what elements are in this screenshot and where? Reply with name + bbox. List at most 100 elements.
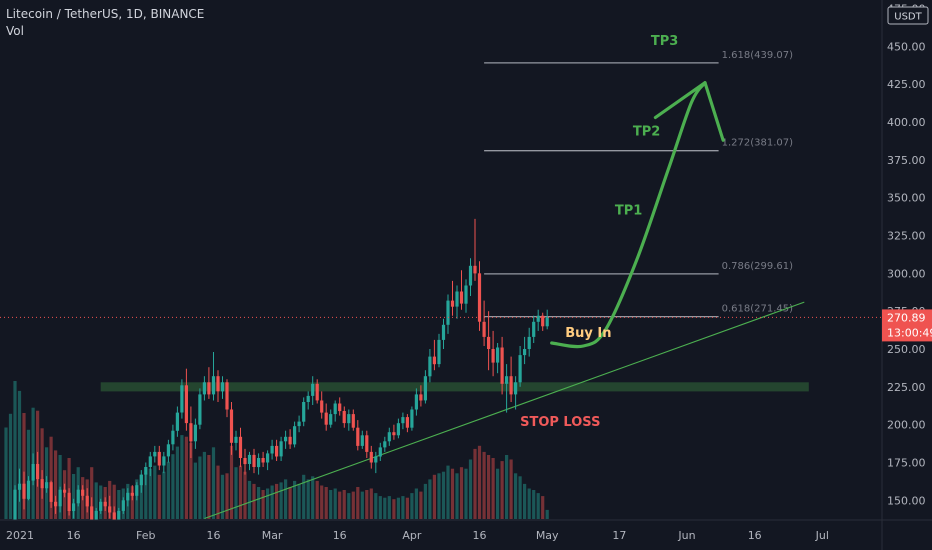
volume-bar xyxy=(162,471,166,519)
candle-body xyxy=(144,467,148,475)
candle-body xyxy=(405,417,409,428)
candle-body xyxy=(446,300,450,325)
volume-bar xyxy=(392,499,396,519)
candle-body xyxy=(468,265,473,286)
candle-body xyxy=(225,382,229,410)
volume-bar xyxy=(532,490,536,519)
candle-body xyxy=(383,441,387,448)
price-tick-label: 175.00 xyxy=(887,457,926,470)
volume-bar xyxy=(139,474,143,519)
volume-bar xyxy=(509,459,513,519)
candle-body xyxy=(347,414,351,424)
candle-body xyxy=(311,383,315,396)
volume-bar xyxy=(207,455,211,519)
candle-body xyxy=(491,349,495,363)
volume-bar xyxy=(414,488,418,519)
candle-body xyxy=(509,376,513,395)
volume-bar xyxy=(266,488,270,519)
volume-bar xyxy=(252,483,256,519)
candle-body xyxy=(189,423,193,442)
candle-body xyxy=(473,265,477,274)
candle-body xyxy=(81,489,85,496)
candle-body xyxy=(184,385,188,424)
volume-bar xyxy=(284,479,288,519)
candle-body xyxy=(36,464,40,480)
time-tick-label: 16 xyxy=(748,529,762,542)
volume-bar xyxy=(432,474,436,519)
symbol-title: Litecoin / TetherUS, 1D, BINANCE xyxy=(6,7,205,21)
volume-bar xyxy=(234,467,238,519)
annotation-tp1: TP1 xyxy=(615,203,642,218)
candle-body xyxy=(432,356,436,365)
volume-bar xyxy=(49,436,53,519)
support-zone xyxy=(100,382,809,392)
volume-bar xyxy=(8,413,13,519)
volume-bar xyxy=(468,459,473,519)
volume-bar xyxy=(306,479,310,519)
volume-bar xyxy=(315,480,319,519)
candle-body xyxy=(500,347,504,384)
candle-body xyxy=(374,456,378,463)
price-tick-label: 375.00 xyxy=(887,154,926,167)
candle-body xyxy=(198,394,202,425)
candle-body xyxy=(238,436,243,458)
chart-legend: Litecoin / TetherUS, 1D, BINANCE Vol xyxy=(6,6,204,40)
candle-body xyxy=(26,480,31,499)
time-tick-label: 16 xyxy=(67,529,81,542)
volume-bar xyxy=(157,474,161,519)
candle-body xyxy=(356,427,360,446)
volume-bar xyxy=(437,473,441,519)
candle-body xyxy=(455,291,459,307)
candle-body xyxy=(153,451,157,457)
candle-body xyxy=(108,506,112,513)
candle-body xyxy=(477,273,482,322)
time-tick-label: 16 xyxy=(207,529,221,542)
candle-body xyxy=(284,436,288,442)
candle-body xyxy=(49,482,53,502)
candle-body xyxy=(76,489,80,504)
candle-body xyxy=(54,501,58,507)
candle-body xyxy=(342,411,346,424)
candle-body xyxy=(175,412,179,431)
countdown-label: 13:00:49 xyxy=(887,326,932,339)
support-zone-group xyxy=(100,382,809,392)
time-tick-label: Mar xyxy=(262,529,283,542)
candle-body xyxy=(58,489,62,507)
candle-body xyxy=(117,510,121,520)
price-tick-label: 150.00 xyxy=(887,494,926,507)
candle-body xyxy=(482,321,486,337)
candle-body xyxy=(162,456,166,466)
volume-bar xyxy=(184,436,188,519)
candle-body xyxy=(67,492,71,511)
volume-bar xyxy=(459,467,464,519)
time-tick-label: Jul xyxy=(815,529,829,542)
candle-body xyxy=(157,451,161,466)
volume-bar xyxy=(450,468,455,519)
candle-body xyxy=(13,489,17,525)
volume-bar xyxy=(257,487,261,519)
fib-level-label: 1.618(439.07) xyxy=(722,50,794,61)
volume-bar xyxy=(527,488,531,519)
volume-bar xyxy=(130,486,134,519)
volume-bar xyxy=(202,451,206,519)
candle-body xyxy=(329,414,333,425)
annotation-stop-loss: STOP LOSS xyxy=(520,415,600,430)
volume-bar xyxy=(175,446,179,519)
volume-bar xyxy=(117,490,121,519)
candle-body xyxy=(148,456,152,467)
candle-body xyxy=(211,376,216,395)
volume-bar xyxy=(369,488,373,519)
volume-bar xyxy=(270,485,274,519)
volume-bar xyxy=(288,487,292,519)
volume-bar xyxy=(22,413,26,519)
candle-body xyxy=(293,426,297,445)
volume-bar xyxy=(26,429,31,519)
volume-bar xyxy=(351,491,355,519)
volume-bar xyxy=(347,493,351,519)
volume-bar xyxy=(229,445,234,519)
volume-bar xyxy=(441,471,446,519)
candle-body xyxy=(72,503,76,511)
candle-body xyxy=(545,317,549,327)
